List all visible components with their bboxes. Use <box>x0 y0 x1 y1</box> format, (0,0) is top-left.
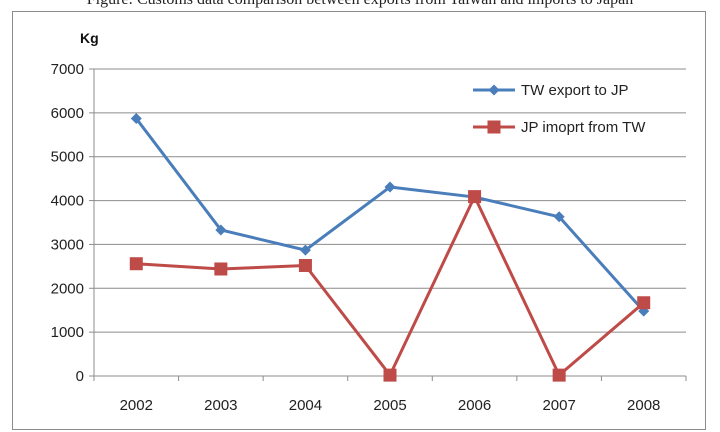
data-point-2-2006 <box>468 190 482 204</box>
x-tick-label-2004: 2004 <box>289 397 322 414</box>
legend-label-1: TW export to JP <box>521 82 629 99</box>
tick-labels: 0 1000 2000 3000 4000 5000 6000 7000 2002 2003 200… <box>51 61 661 414</box>
x-tick-label-2007: 2007 <box>542 397 575 414</box>
x-tick-label-2003: 2003 <box>204 397 237 414</box>
x-tick-label-2006: 2006 <box>458 397 491 414</box>
data-point-2-2007 <box>552 368 566 382</box>
data-point-2-2005 <box>383 368 397 382</box>
data-point-1-2004 <box>299 244 311 256</box>
y-axis-unit-label: Kg <box>80 30 99 46</box>
data-point-1-2002 <box>130 113 142 125</box>
y-tick-label-3000: 3000 <box>51 236 84 253</box>
figure-caption: Figure: Customs data comparison between … <box>0 0 720 11</box>
x-tick-label-2008: 2008 <box>627 397 660 414</box>
legend-item-1: TW export to JP <box>473 82 629 99</box>
series-2 <box>129 190 651 382</box>
series-1 <box>130 113 650 317</box>
data-point-1-2005 <box>384 181 396 193</box>
y-tick-label-0: 0 <box>76 368 84 385</box>
series-line-1 <box>135 117 645 313</box>
x-tick-label-2002: 2002 <box>120 397 153 414</box>
y-tick-label-5000: 5000 <box>51 149 84 166</box>
y-tick-label-1000: 1000 <box>51 324 84 341</box>
y-tick-label-4000: 4000 <box>51 193 84 210</box>
data-point-2-2004 <box>298 258 312 272</box>
y-tick-label-7000: 7000 <box>51 61 84 78</box>
legend-swatch-marker-1 <box>488 84 500 96</box>
data-point-2-2003 <box>214 262 228 276</box>
x-tick-label-2005: 2005 <box>373 397 406 414</box>
gridlines <box>94 68 686 333</box>
data-point-1-2003 <box>215 224 227 236</box>
legend-swatch-marker-2 <box>487 120 501 134</box>
y-tick-label-2000: 2000 <box>51 280 84 297</box>
legend: TW export to JP JP imoprt from TW <box>473 82 646 136</box>
legend-label-2: JP imoprt from TW <box>521 119 646 136</box>
series-line-2 <box>136 195 645 377</box>
axes <box>89 68 687 381</box>
chart-frame <box>12 11 706 430</box>
legend-item-2: JP imoprt from TW <box>473 119 646 136</box>
series-layer <box>129 113 651 382</box>
data-point-1-2007 <box>553 211 565 223</box>
y-tick-label-6000: 6000 <box>51 105 84 122</box>
data-point-2-2002 <box>129 257 143 271</box>
data-point-2-2008 <box>637 296 651 310</box>
